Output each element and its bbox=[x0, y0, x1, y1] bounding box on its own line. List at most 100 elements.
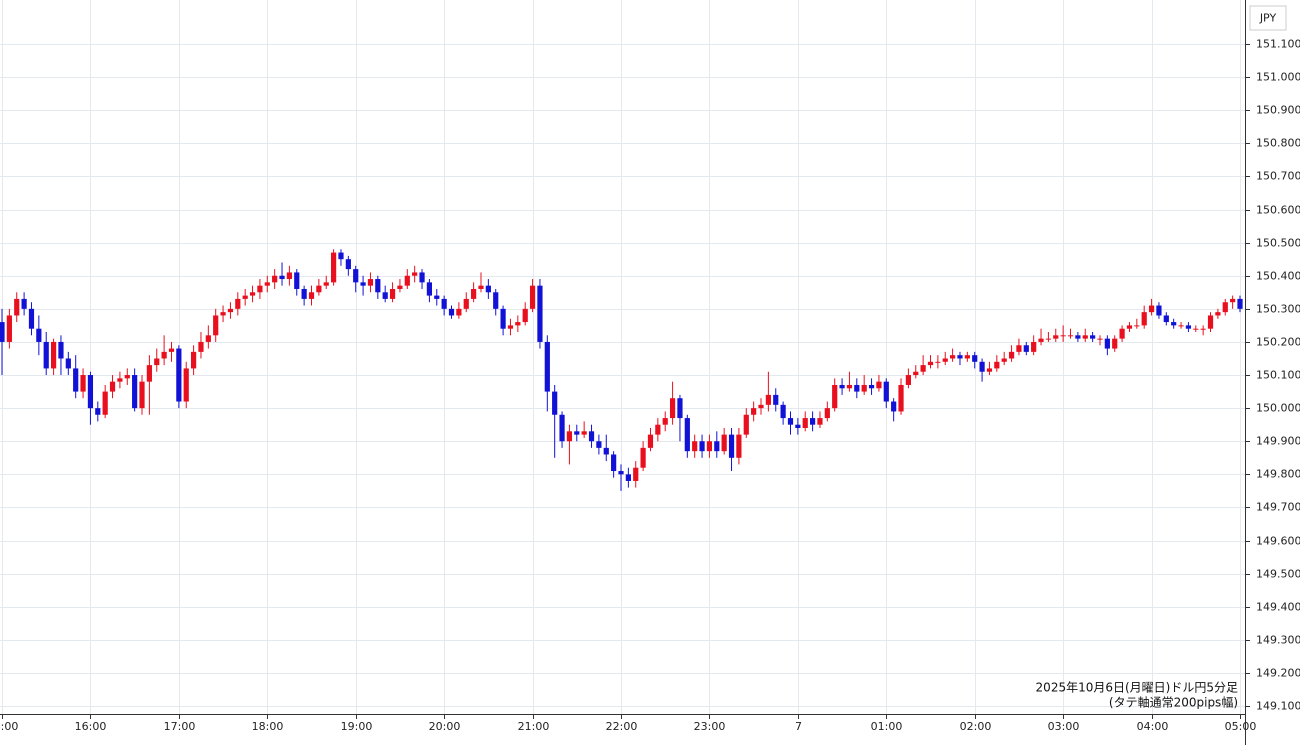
candle-body bbox=[817, 418, 823, 425]
x-tick-label: 05:00 bbox=[1225, 720, 1257, 733]
candle-body bbox=[765, 394, 771, 405]
candle-body bbox=[751, 408, 757, 415]
candle-body bbox=[404, 275, 410, 286]
candle-body bbox=[692, 441, 698, 452]
candle-body bbox=[876, 381, 882, 389]
candle-body bbox=[434, 295, 440, 299]
currency-label: JPY bbox=[1259, 12, 1277, 25]
candle-body bbox=[338, 252, 344, 260]
candle-body bbox=[389, 288, 396, 299]
candle-body bbox=[773, 394, 779, 405]
candle-body bbox=[1008, 351, 1015, 359]
candle-body bbox=[655, 424, 661, 435]
candle-body bbox=[1171, 322, 1177, 326]
candle-body bbox=[183, 368, 189, 402]
candle-body bbox=[1141, 312, 1147, 326]
currency-box bbox=[1249, 5, 1287, 31]
candle-body bbox=[728, 434, 735, 458]
candle-body bbox=[677, 398, 683, 419]
candle-body bbox=[264, 282, 270, 286]
candle-body bbox=[721, 434, 727, 452]
candle-body bbox=[397, 285, 403, 289]
candle-body bbox=[1016, 345, 1022, 352]
candle-body bbox=[927, 361, 934, 366]
candle-body bbox=[95, 408, 101, 415]
candle-body bbox=[883, 381, 889, 402]
candle-body bbox=[1053, 335, 1059, 339]
candle-body bbox=[913, 371, 919, 376]
candle-body bbox=[87, 375, 94, 409]
y-tick-label: 150.500 bbox=[1256, 237, 1300, 250]
candle-body bbox=[493, 292, 499, 309]
candle-body bbox=[994, 361, 1000, 369]
candle-body bbox=[1163, 315, 1169, 323]
candle-body bbox=[65, 358, 71, 369]
candle-body bbox=[500, 308, 506, 329]
candle-body bbox=[227, 308, 234, 313]
candle-body bbox=[154, 358, 160, 366]
candle-body bbox=[168, 348, 175, 352]
candle-body bbox=[382, 292, 388, 299]
y-tick-label: 151.000 bbox=[1256, 71, 1300, 84]
candle-body bbox=[552, 391, 558, 415]
candle-body bbox=[633, 467, 639, 481]
candle-body bbox=[6, 315, 12, 342]
x-tick-label: 16:00 bbox=[75, 720, 107, 733]
candle-body bbox=[588, 431, 595, 442]
candle-body bbox=[986, 368, 993, 372]
candle-body bbox=[1215, 312, 1221, 316]
candle-body bbox=[471, 288, 477, 299]
candle-body bbox=[1119, 328, 1125, 339]
candle-body bbox=[463, 298, 469, 309]
candle-body bbox=[0, 322, 5, 342]
candle-body bbox=[301, 288, 307, 299]
candle-body bbox=[220, 312, 226, 316]
candle-body bbox=[1134, 325, 1140, 327]
candle-body bbox=[367, 279, 374, 286]
candle-body bbox=[1001, 358, 1007, 362]
y-tick-label: 149.900 bbox=[1256, 435, 1300, 448]
candle-body bbox=[832, 384, 838, 409]
candle-body bbox=[80, 375, 86, 392]
candle-body bbox=[353, 269, 359, 283]
candle-body bbox=[574, 431, 580, 435]
candle-body bbox=[809, 418, 816, 425]
candle-body bbox=[412, 272, 418, 276]
candle-body bbox=[316, 285, 322, 293]
candle-body bbox=[124, 375, 130, 379]
candle-body bbox=[109, 381, 116, 392]
candles bbox=[0, 249, 1243, 491]
y-tick-label: 149.500 bbox=[1256, 568, 1300, 581]
candle-body bbox=[964, 355, 970, 359]
y-tick-label: 150.700 bbox=[1256, 170, 1300, 183]
candle-body bbox=[1148, 305, 1155, 313]
candle-body bbox=[1031, 341, 1037, 352]
candle-body bbox=[426, 282, 433, 296]
candle-body bbox=[249, 292, 256, 296]
candle-body bbox=[1097, 338, 1103, 340]
x-tick-label: 03:00 bbox=[1048, 720, 1080, 733]
candle-body bbox=[73, 368, 79, 392]
candle-body bbox=[669, 398, 676, 419]
candle-body bbox=[736, 434, 742, 458]
y-tick-label: 150.900 bbox=[1256, 104, 1300, 117]
candle-body bbox=[485, 285, 491, 293]
candle-body bbox=[706, 441, 713, 452]
candle-body bbox=[544, 341, 550, 392]
x-tick-label: 23:00 bbox=[694, 720, 726, 733]
candle-body bbox=[1230, 298, 1236, 303]
x-tick-label: 7 bbox=[795, 720, 802, 733]
y-tick-label: 149.700 bbox=[1256, 501, 1300, 514]
x-tick-label: 19:00 bbox=[341, 720, 373, 733]
candle-body bbox=[43, 341, 49, 369]
candle-body bbox=[640, 447, 646, 468]
y-tick-label: 150.400 bbox=[1256, 270, 1300, 283]
candle-body bbox=[611, 454, 617, 472]
y-tick-label: 149.800 bbox=[1256, 468, 1300, 481]
candle-body bbox=[802, 418, 808, 429]
candle-body bbox=[1112, 338, 1118, 349]
candle-body bbox=[213, 315, 219, 336]
